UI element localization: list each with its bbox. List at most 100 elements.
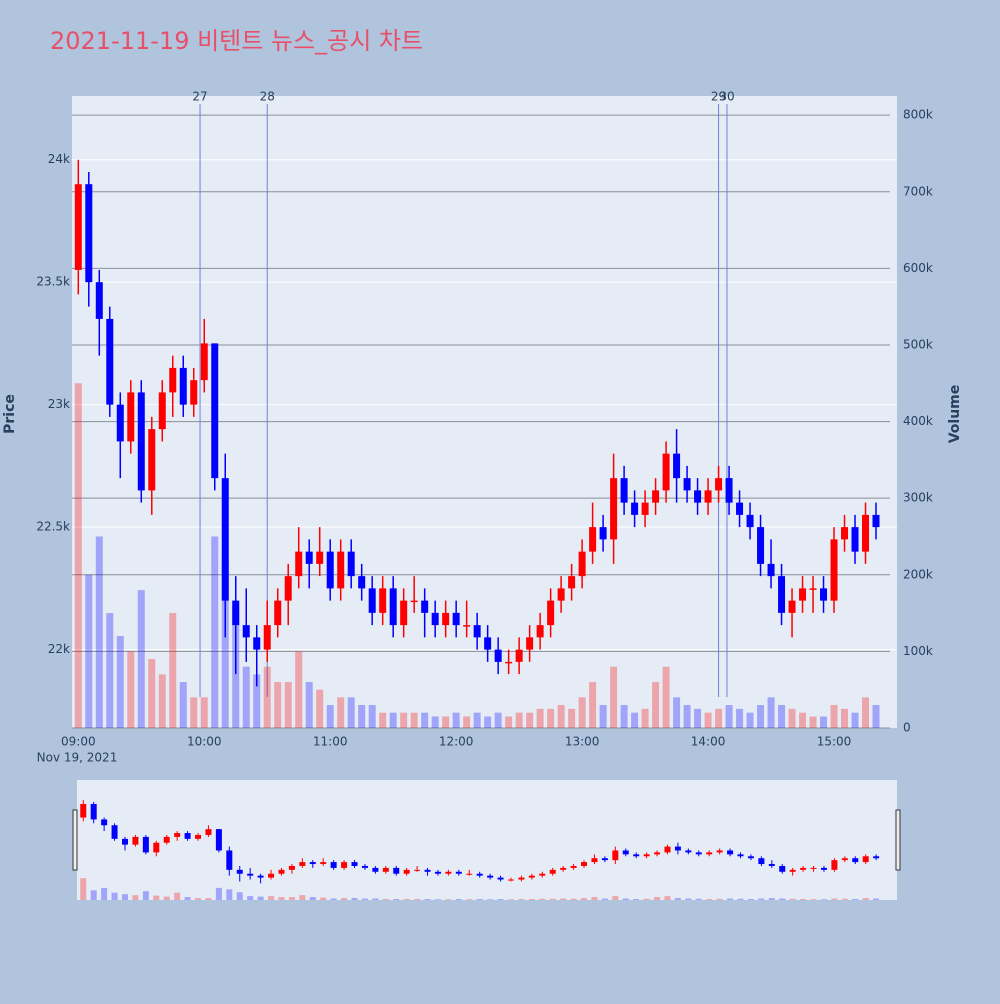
news-label: 30: [719, 90, 734, 104]
x-tick-label: 09:00: [61, 735, 96, 749]
slider-volume-bar: [737, 898, 744, 900]
candle-body: [316, 551, 324, 564]
slider-volume-bar: [257, 896, 264, 900]
y-axis-title: Price: [2, 394, 18, 434]
news-label: 28: [260, 90, 275, 104]
candle-body: [568, 576, 576, 589]
volume-bar: [830, 705, 838, 728]
slider-volume-bar: [174, 892, 181, 900]
slider-candle: [706, 852, 713, 855]
slider-candle: [205, 829, 212, 835]
volume-bar: [736, 708, 744, 728]
candle-body: [641, 502, 649, 515]
volume-bar: [757, 705, 765, 728]
slider-candle: [528, 875, 535, 878]
candle-body: [347, 551, 355, 577]
volume-bar: [578, 697, 586, 728]
slider-volume-bar: [674, 898, 681, 900]
candle-body: [620, 478, 628, 503]
range-handle[interactable]: [72, 809, 78, 871]
slider-candle: [591, 858, 598, 863]
slider-volume-bar: [581, 898, 588, 900]
candle-body: [106, 318, 114, 405]
range-handle[interactable]: [895, 809, 901, 871]
slider-volume-bar: [862, 898, 869, 900]
x-tick-label: 15:00: [817, 735, 852, 749]
volume-bar: [515, 712, 523, 728]
y-tick-label: 23k: [48, 397, 70, 411]
slider-candle: [747, 856, 754, 859]
volume-bar: [158, 674, 166, 728]
volume-bar: [263, 666, 271, 728]
slider-candle: [455, 871, 462, 874]
candle-body: [515, 649, 523, 662]
slider-candle: [622, 850, 629, 855]
candle-body: [421, 600, 429, 613]
candle-body: [200, 343, 208, 381]
slider-volume-bar: [810, 899, 817, 900]
slider-volume-bar: [706, 899, 713, 900]
slider-candle: [351, 862, 358, 866]
volume-bar: [778, 705, 786, 728]
candle-body: [263, 625, 271, 650]
slider-candle: [768, 864, 775, 866]
volume-bar: [620, 705, 628, 728]
volume-bar: [725, 705, 733, 728]
candle-body: [389, 588, 397, 626]
slider-volume-bar: [403, 899, 410, 900]
volume-bar: [368, 705, 376, 728]
slider-candle: [685, 850, 692, 853]
volume-bar: [431, 716, 439, 728]
candle-body: [673, 453, 681, 479]
slider-candle: [153, 842, 160, 853]
volume-bar: [862, 697, 870, 728]
candle-body: [158, 392, 166, 430]
slider-candle: [560, 867, 567, 870]
candle-body: [526, 637, 534, 650]
slider-volume-bar: [601, 898, 608, 900]
slider-candle: [549, 869, 556, 874]
candle-body: [169, 367, 177, 393]
slider-volume-bar: [288, 897, 295, 900]
x-date-label: Nov 19, 2021: [37, 751, 118, 765]
volume-bar: [820, 716, 828, 728]
slider-candle: [382, 867, 389, 872]
candle-body: [452, 612, 460, 626]
slider-volume-bar: [236, 892, 243, 900]
slider-candle: [403, 869, 410, 874]
volume-bar: [253, 674, 261, 728]
slider-candle: [737, 854, 744, 857]
candle-body: [652, 490, 660, 503]
slider-volume-bar: [487, 899, 494, 900]
candle-body: [746, 514, 754, 528]
slider-volume-bar: [351, 898, 358, 900]
volume-bar: [463, 716, 471, 728]
candle-body: [536, 625, 544, 638]
volume-bar: [505, 716, 513, 728]
slider-volume-bar: [622, 898, 629, 900]
candle-body: [211, 343, 219, 479]
slider-volume-bar: [716, 898, 723, 900]
slider-volume-bar: [560, 898, 567, 900]
candle-body: [284, 576, 292, 601]
y2-axis-title: Volume: [947, 385, 963, 444]
candle-body: [274, 600, 282, 626]
volume-bar: [242, 666, 250, 728]
candle-body: [820, 588, 828, 601]
slider-volume-bar: [476, 899, 483, 900]
slider-volume-bar: [247, 896, 254, 900]
candle-body: [400, 600, 408, 626]
slider-volume-bar: [466, 899, 473, 900]
slider-candle: [341, 862, 348, 868]
slider-volume-bar: [309, 897, 316, 900]
range-slider[interactable]: [77, 780, 897, 900]
slider-volume-bar: [507, 899, 514, 900]
plot-area: [72, 96, 897, 728]
slider-candle: [111, 825, 118, 839]
volume-bar: [400, 712, 408, 728]
volume-bar: [526, 712, 534, 728]
slider-candle: [612, 850, 619, 861]
slider-candle: [779, 865, 786, 872]
x-tick-label: 12:00: [439, 735, 474, 749]
volume-bar: [274, 682, 282, 728]
